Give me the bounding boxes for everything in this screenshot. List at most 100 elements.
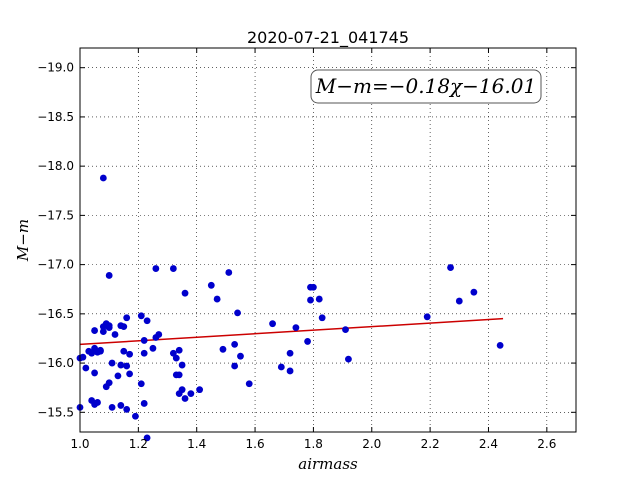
fit-line [79,317,504,346]
data-point [140,349,148,357]
data-point [117,402,125,409]
data-points [76,174,504,442]
y-tick-label: −19.0 [37,61,74,75]
data-point [292,324,300,332]
axis-ticks [79,48,576,432]
data-point [120,323,128,331]
y-tick-label: −16.0 [37,356,74,370]
x-axis-label: airmass [298,455,358,473]
data-point [126,350,133,358]
plot-area-frame [79,47,577,433]
data-point [213,295,221,303]
data-point [181,395,189,402]
data-point [245,380,253,388]
data-point [152,265,160,272]
data-point [114,372,122,380]
x-tick-label: 2.2 [421,437,440,451]
data-point [137,312,145,320]
x-axis-tick-labels: 1.0 1.2 1.4 1.6 1.8 2.0 2.2 2.4 2.6 [70,437,556,451]
data-point [269,320,276,328]
data-point [97,346,104,354]
x-tick-label: 1.6 [246,437,265,451]
data-point [137,380,145,388]
data-point [169,349,177,357]
x-tick-label: 2.4 [479,437,498,451]
data-point [169,265,177,272]
grid-lines [79,48,576,432]
data-point [315,295,323,303]
data-point [117,361,125,369]
y-tick-label: −18.5 [37,110,74,124]
y-tick-label: −17.0 [37,258,74,272]
y-axis-label: M−m [14,219,32,262]
data-point [99,174,107,182]
x-tick-label: 2.6 [537,437,556,451]
y-axis-tick-labels: −15.5 −16.0 −16.5 −17.0 −17.5 −18.0 −18.5 −19.0 [37,61,74,420]
data-point [307,296,314,304]
data-point [175,371,183,379]
fit-equation-annotation: M−m=−0.18χ−16.01 [310,69,542,104]
data-point [91,369,98,377]
data-point [231,340,239,348]
data-point [108,359,116,367]
data-point [496,341,504,349]
y-tick-label: −18.0 [37,159,74,173]
data-point [123,362,131,370]
data-point [277,363,285,371]
data-point [172,354,180,362]
data-point [126,370,133,378]
data-point [108,403,116,411]
data-point [470,288,478,296]
data-point [178,361,186,369]
x-tick-label: 1.8 [304,437,323,451]
data-point [120,347,128,355]
data-point [342,326,349,333]
data-point [231,362,239,370]
y-tick-label: −17.5 [37,208,74,222]
data-point [143,317,151,325]
data-point [187,390,195,397]
data-point [181,289,189,297]
data-point [88,349,96,357]
data-point [175,346,183,354]
data-point [455,297,463,305]
data-point [423,313,431,321]
data-point [345,355,352,363]
data-point [143,434,151,442]
data-point [234,309,241,317]
data-point [207,281,215,289]
data-point [286,367,294,375]
data-point [140,400,148,407]
data-point [310,283,317,291]
data-point [79,353,87,361]
data-point [105,379,113,387]
fit-equation-text: M−m=−0.18χ−16.01 [315,74,536,98]
data-point [105,272,113,279]
data-point [447,264,454,271]
data-point [318,314,326,322]
data-point [123,314,131,322]
chart-title: 2020-07-21_041745 [247,28,409,48]
data-point [82,364,90,372]
data-point [237,352,244,360]
data-point [286,349,294,357]
fit-line-group [79,317,504,346]
data-point [94,399,101,406]
x-tick-label: 1.0 [70,437,89,451]
x-tick-label: 1.2 [129,437,148,451]
data-point [219,345,227,353]
data-point [304,338,311,345]
data-point [111,331,119,338]
data-point [225,269,233,276]
data-point [123,405,131,413]
data-point [91,327,98,334]
data-point [140,337,148,344]
data-point [132,412,139,420]
annotation-box [310,69,542,104]
y-tick-label: −16.5 [37,307,74,321]
data-point [99,328,107,335]
data-point [196,386,204,394]
data-point [155,331,163,338]
x-tick-label: 1.4 [187,437,206,451]
